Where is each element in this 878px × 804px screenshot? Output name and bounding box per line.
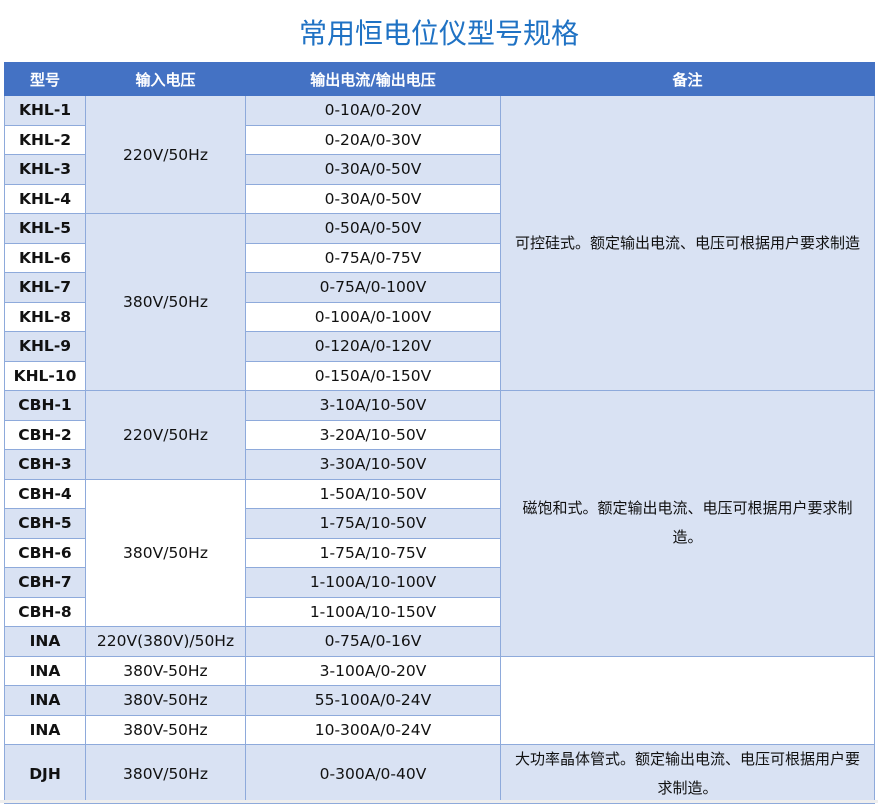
table-row: CBH-4 380V/50Hz 1-50A/10-50V: [4, 478, 875, 627]
model-cell: KHL-5: [4, 213, 86, 244]
model-cell: KHL-7: [4, 272, 86, 303]
table-row: CBH-8 1-100A/10-150V: [4, 596, 875, 627]
model-cell: CBH-3: [4, 449, 86, 480]
model-cell: KHL-10: [4, 360, 86, 391]
input-voltage-cell: 380V/50Hz: [85, 213, 246, 391]
table-row: CBH-2 3-20A/10-50V: [4, 419, 875, 450]
output-cell: 0-75A/0-100V: [245, 272, 501, 303]
table-row: KHL-6 0-75A/0-75V: [4, 242, 875, 273]
input-voltage-cell: 380V/50Hz: [85, 744, 246, 804]
output-cell: 1-75A/10-50V: [245, 508, 501, 539]
table-row: CBH-3 3-30A/10-50V: [4, 449, 875, 480]
input-voltage-cell: 220V/50Hz: [85, 390, 246, 480]
model-cell: INA: [4, 685, 86, 716]
output-cell: 3-20A/10-50V: [245, 419, 501, 450]
output-cell: 1-75A/10-75V: [245, 537, 501, 568]
header-row: 型号 输入电压 输出电流/输出电压 备注: [4, 62, 875, 96]
model-cell: DJH: [4, 744, 86, 804]
output-cell: 55-100A/0-24V: [245, 685, 501, 716]
output-cell: 0-300A/0-40V: [245, 744, 501, 804]
model-cell: INA: [4, 714, 86, 745]
footer-strip: [0, 800, 878, 803]
header-model: 型号: [4, 62, 86, 96]
remark-cell: 磁饱和式。额定输出电流、电压可根据用户要求制造。: [500, 390, 875, 657]
table-row: CBH-6 1-75A/10-75V: [4, 537, 875, 568]
output-cell: 0-30A/0-50V: [245, 154, 501, 185]
model-cell: CBH-2: [4, 419, 86, 450]
model-cell: INA: [4, 626, 86, 657]
table-row: KHL-8 0-100A/0-100V: [4, 301, 875, 332]
output-cell: 0-100A/0-100V: [245, 301, 501, 332]
output-cell: 0-75A/0-16V: [245, 626, 501, 657]
model-cell: CBH-1: [4, 390, 86, 421]
output-cell: 0-50A/0-50V: [245, 213, 501, 244]
model-cell: KHL-6: [4, 242, 86, 273]
input-voltage-cell: 220V/50Hz: [85, 95, 246, 214]
output-cell: 0-20A/0-30V: [245, 124, 501, 155]
output-cell: 0-120A/0-120V: [245, 331, 501, 362]
table-row: INA 380V-50Hz 55-100A/0-24V: [4, 685, 875, 716]
model-cell: KHL-8: [4, 301, 86, 332]
model-cell: CBH-5: [4, 508, 86, 539]
output-cell: 1-100A/10-150V: [245, 596, 501, 627]
model-cell: KHL-2: [4, 124, 86, 155]
model-cell: CBH-7: [4, 567, 86, 598]
output-cell: 0-30A/0-50V: [245, 183, 501, 214]
remark-cell: 可控硅式。额定输出电流、电压可根据用户要求制造: [500, 95, 875, 391]
table-row: KHL-1 220V/50Hz 0-10A/0-20V 可控硅式。额定输出电流、电压可…: [4, 95, 875, 391]
table-row: INA 220V(380V)/50Hz 0-75A/0-16V: [4, 626, 875, 657]
spec-table: 型号 输入电压 输出电流/输出电压 备注 KHL-1 220V/50Hz 0-10A…: [4, 62, 875, 804]
output-cell: 0-10A/0-20V: [245, 95, 501, 126]
header-remark: 备注: [500, 62, 875, 96]
remark-cell: [500, 655, 875, 745]
output-cell: 3-10A/10-50V: [245, 390, 501, 421]
table-row: DJH 380V/50Hz 0-300A/0-40V 大功率晶体管式。额定输出电流、电…: [4, 744, 875, 804]
model-cell: CBH-4: [4, 478, 86, 509]
input-voltage-cell: 380V-50Hz: [85, 655, 246, 686]
output-cell: 3-30A/10-50V: [245, 449, 501, 480]
model-cell: KHL-9: [4, 331, 86, 362]
table-row: KHL-2 0-20A/0-30V: [4, 124, 875, 155]
model-cell: CBH-8: [4, 596, 86, 627]
output-cell: 1-50A/10-50V: [245, 478, 501, 509]
table-row: KHL-7 0-75A/0-100V: [4, 272, 875, 303]
table-row: CBH-1 220V/50Hz 3-10A/10-50V 磁饱和式。额定输出电流、电压…: [4, 390, 875, 657]
input-voltage-cell: 380V-50Hz: [85, 714, 246, 745]
model-cell: CBH-6: [4, 537, 86, 568]
output-cell: 1-100A/10-100V: [245, 567, 501, 598]
output-cell: 3-100A/0-20V: [245, 655, 501, 686]
remark-cell: 大功率晶体管式。额定输出电流、电压可根据用户要求制造。: [500, 744, 875, 804]
model-cell: KHL-3: [4, 154, 86, 185]
output-cell: 0-150A/0-150V: [245, 360, 501, 391]
page-title: 常用恒电位仪型号规格: [298, 17, 579, 50]
model-cell: KHL-4: [4, 183, 86, 214]
model-cell: KHL-1: [4, 95, 86, 126]
input-voltage-cell: 380V/50Hz: [85, 478, 246, 627]
table-row: KHL-3 0-30A/0-50V: [4, 154, 875, 185]
header-output: 输出电流/输出电压: [245, 62, 501, 96]
input-voltage-cell: 220V(380V)/50Hz: [85, 626, 246, 657]
output-cell: 10-300A/0-24V: [245, 714, 501, 745]
table-row: INA 380V-50Hz 3-100A/0-20V: [4, 655, 875, 745]
model-cell: INA: [4, 655, 86, 686]
input-voltage-cell: 380V-50Hz: [85, 685, 246, 716]
table-row: KHL-10 0-150A/0-150V: [4, 360, 875, 391]
table-row: KHL-5 380V/50Hz 0-50A/0-50V: [4, 213, 875, 391]
header-input: 输入电压: [85, 62, 246, 96]
table-row: CBH-7 1-100A/10-100V: [4, 567, 875, 598]
output-cell: 0-75A/0-75V: [245, 242, 501, 273]
table-row: KHL-4 0-30A/0-50V: [4, 183, 875, 214]
